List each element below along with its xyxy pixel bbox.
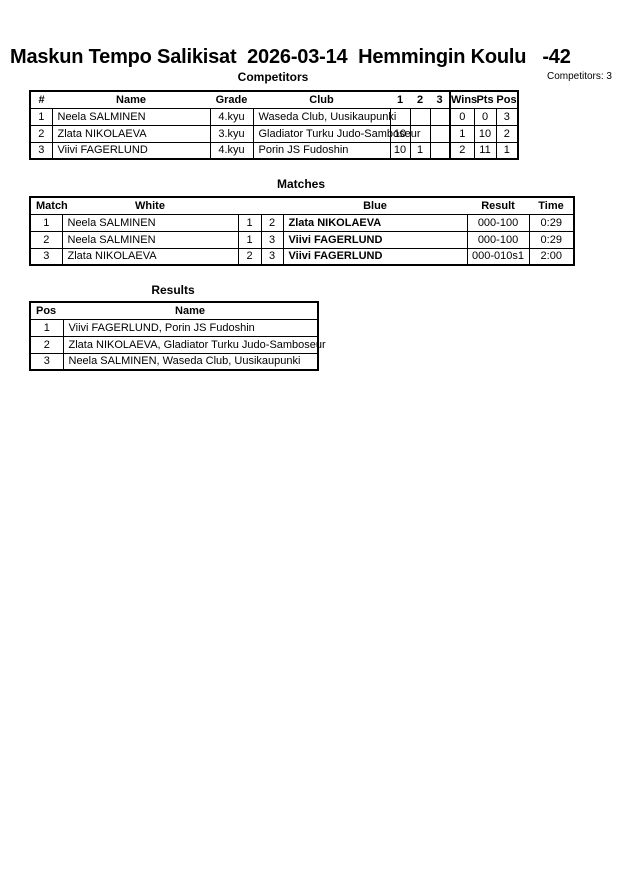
score-vs-3 <box>429 124 451 143</box>
match-time: 0:29 <box>528 230 575 249</box>
results-table: Pos Name 1 Viivi FAGERLUND, Porin JS Fud… <box>29 301 326 371</box>
header-name: Name <box>63 302 318 320</box>
header-position: Pos <box>30 302 63 320</box>
match-row: 3 Zlata NIKOLAEVA 2 3 Viivi FAGERLUND 00… <box>29 247 575 266</box>
competitor-row: 3 Viivi FAGERLUND 4.kyu Porin JS Fudoshi… <box>29 141 519 160</box>
competitor-position: 2 <box>495 124 519 143</box>
score-vs-1: 10 <box>389 124 411 143</box>
score-vs-2 <box>409 107 431 126</box>
header-number: # <box>30 91 52 109</box>
header-opponent-1: 1 <box>390 91 410 109</box>
competitor-wins: 0 <box>449 107 475 126</box>
result-position: 1 <box>29 318 64 337</box>
header-name: Name <box>52 91 210 109</box>
competitor-name: Viivi FAGERLUND <box>51 141 211 160</box>
header-opponent-3: 3 <box>430 91 451 109</box>
header-points: Pts <box>474 91 496 109</box>
page-title: Maskun Tempo Salikisat 2026-03-14 Hemmin… <box>10 46 571 68</box>
blue-competitor-number: 3 <box>260 247 284 266</box>
result-position: 2 <box>29 335 64 354</box>
match-result: 000-100 <box>466 213 530 232</box>
matches-table: Match White Blue Result Time 1 Neela SAL… <box>29 196 575 266</box>
score-vs-1: 10 <box>389 141 411 160</box>
match-number: 2 <box>29 230 63 249</box>
result-name: Neela SALMINEN, Waseda Club, Uusikaupunk… <box>62 352 319 371</box>
score-vs-2: 1 <box>409 141 431 160</box>
competitors-section-title: Competitors <box>237 70 309 84</box>
match-number: 3 <box>29 247 63 266</box>
result-row: 1 Viivi FAGERLUND, Porin JS Fudoshin <box>29 318 319 337</box>
result-name: Viivi FAGERLUND, Porin JS Fudoshin <box>62 318 319 337</box>
competitor-points: 10 <box>473 124 497 143</box>
blue-competitor-number: 2 <box>260 213 284 232</box>
competitor-wins: 1 <box>449 124 475 143</box>
competitor-points: 11 <box>473 141 497 160</box>
white-competitor: Zlata NIKOLAEVA <box>61 247 239 266</box>
blue-competitor-number: 3 <box>260 230 284 249</box>
competitor-row: 2 Zlata NIKOLAEVA 3.kyu Gladiator Turku … <box>29 124 519 143</box>
competitor-grade: 4.kyu <box>209 107 254 126</box>
result-row: 3 Neela SALMINEN, Waseda Club, Uusikaupu… <box>29 352 319 371</box>
competitor-name: Neela SALMINEN <box>51 107 211 126</box>
header-wins: Wins <box>450 91 477 109</box>
white-competitor-number: 1 <box>237 213 262 232</box>
score-vs-3 <box>429 107 451 126</box>
match-time: 0:29 <box>528 213 575 232</box>
match-row: 1 Neela SALMINEN 1 2 Zlata NIKOLAEVA 000… <box>29 213 575 232</box>
score-vs-3 <box>429 141 451 160</box>
matches-section-title: Matches <box>276 177 326 191</box>
competitor-row: 1 Neela SALMINEN 4.kyu Waseda Club, Uusi… <box>29 107 519 126</box>
competitor-grade: 4.kyu <box>209 141 254 160</box>
white-competitor: Neela SALMINEN <box>61 213 239 232</box>
header-position: Pos <box>496 91 518 109</box>
competitor-number: 3 <box>29 141 53 160</box>
header-blue: Blue <box>283 197 467 215</box>
competitor-position: 3 <box>495 107 519 126</box>
matches-header-row: Match White Blue Result Time <box>30 197 574 215</box>
competitor-position: 1 <box>495 141 519 160</box>
competitors-table: # Name Grade Club 1 2 3 Wins Pts Pos 1 N… <box>29 90 519 160</box>
results-section-title: Results <box>151 283 195 297</box>
header-result: Result <box>467 197 529 215</box>
competitors-header-row: # Name Grade Club 1 2 3 Wins Pts Pos <box>30 91 518 109</box>
competitor-points: 0 <box>473 107 497 126</box>
competitor-number: 2 <box>29 124 53 143</box>
result-row: 2 Zlata NIKOLAEVA, Gladiator Turku Judo-… <box>29 335 326 354</box>
header-blue-number <box>261 197 283 215</box>
blue-competitor: Viivi FAGERLUND <box>282 230 468 249</box>
header-time: Time <box>529 197 574 215</box>
competitor-grade: 3.kyu <box>209 124 254 143</box>
header-grade: Grade <box>210 91 253 109</box>
competitor-club: Gladiator Turku Judo-Samboseur <box>252 124 421 143</box>
match-row: 2 Neela SALMINEN 1 3 Viivi FAGERLUND 000… <box>29 230 575 249</box>
white-competitor: Neela SALMINEN <box>61 230 239 249</box>
competitors-count: Competitors: 3 <box>546 71 612 82</box>
results-header-row: Pos Name <box>30 302 318 320</box>
white-competitor-number: 1 <box>237 230 262 249</box>
header-white-number <box>238 197 261 215</box>
competitor-number: 1 <box>29 107 53 126</box>
header-opponent-2: 2 <box>410 91 430 109</box>
match-number: 1 <box>29 213 63 232</box>
result-position: 3 <box>29 352 64 371</box>
blue-competitor: Viivi FAGERLUND <box>282 247 468 266</box>
competitor-club: Porin JS Fudoshin <box>252 141 391 160</box>
competitor-club: Waseda Club, Uusikaupunki <box>252 107 396 126</box>
blue-competitor: Zlata NIKOLAEVA <box>282 213 468 232</box>
competitor-wins: 2 <box>449 141 475 160</box>
match-result: 000-010s1 <box>466 247 530 266</box>
result-name: Zlata NIKOLAEVA, Gladiator Turku Judo-Sa… <box>62 335 326 354</box>
header-club: Club <box>253 91 390 109</box>
white-competitor-number: 2 <box>237 247 262 266</box>
header-white: White <box>62 197 238 215</box>
match-time: 2:00 <box>528 247 575 266</box>
match-result: 000-100 <box>466 230 530 249</box>
competitor-name: Zlata NIKOLAEVA <box>51 124 211 143</box>
header-match: Match <box>30 197 68 215</box>
